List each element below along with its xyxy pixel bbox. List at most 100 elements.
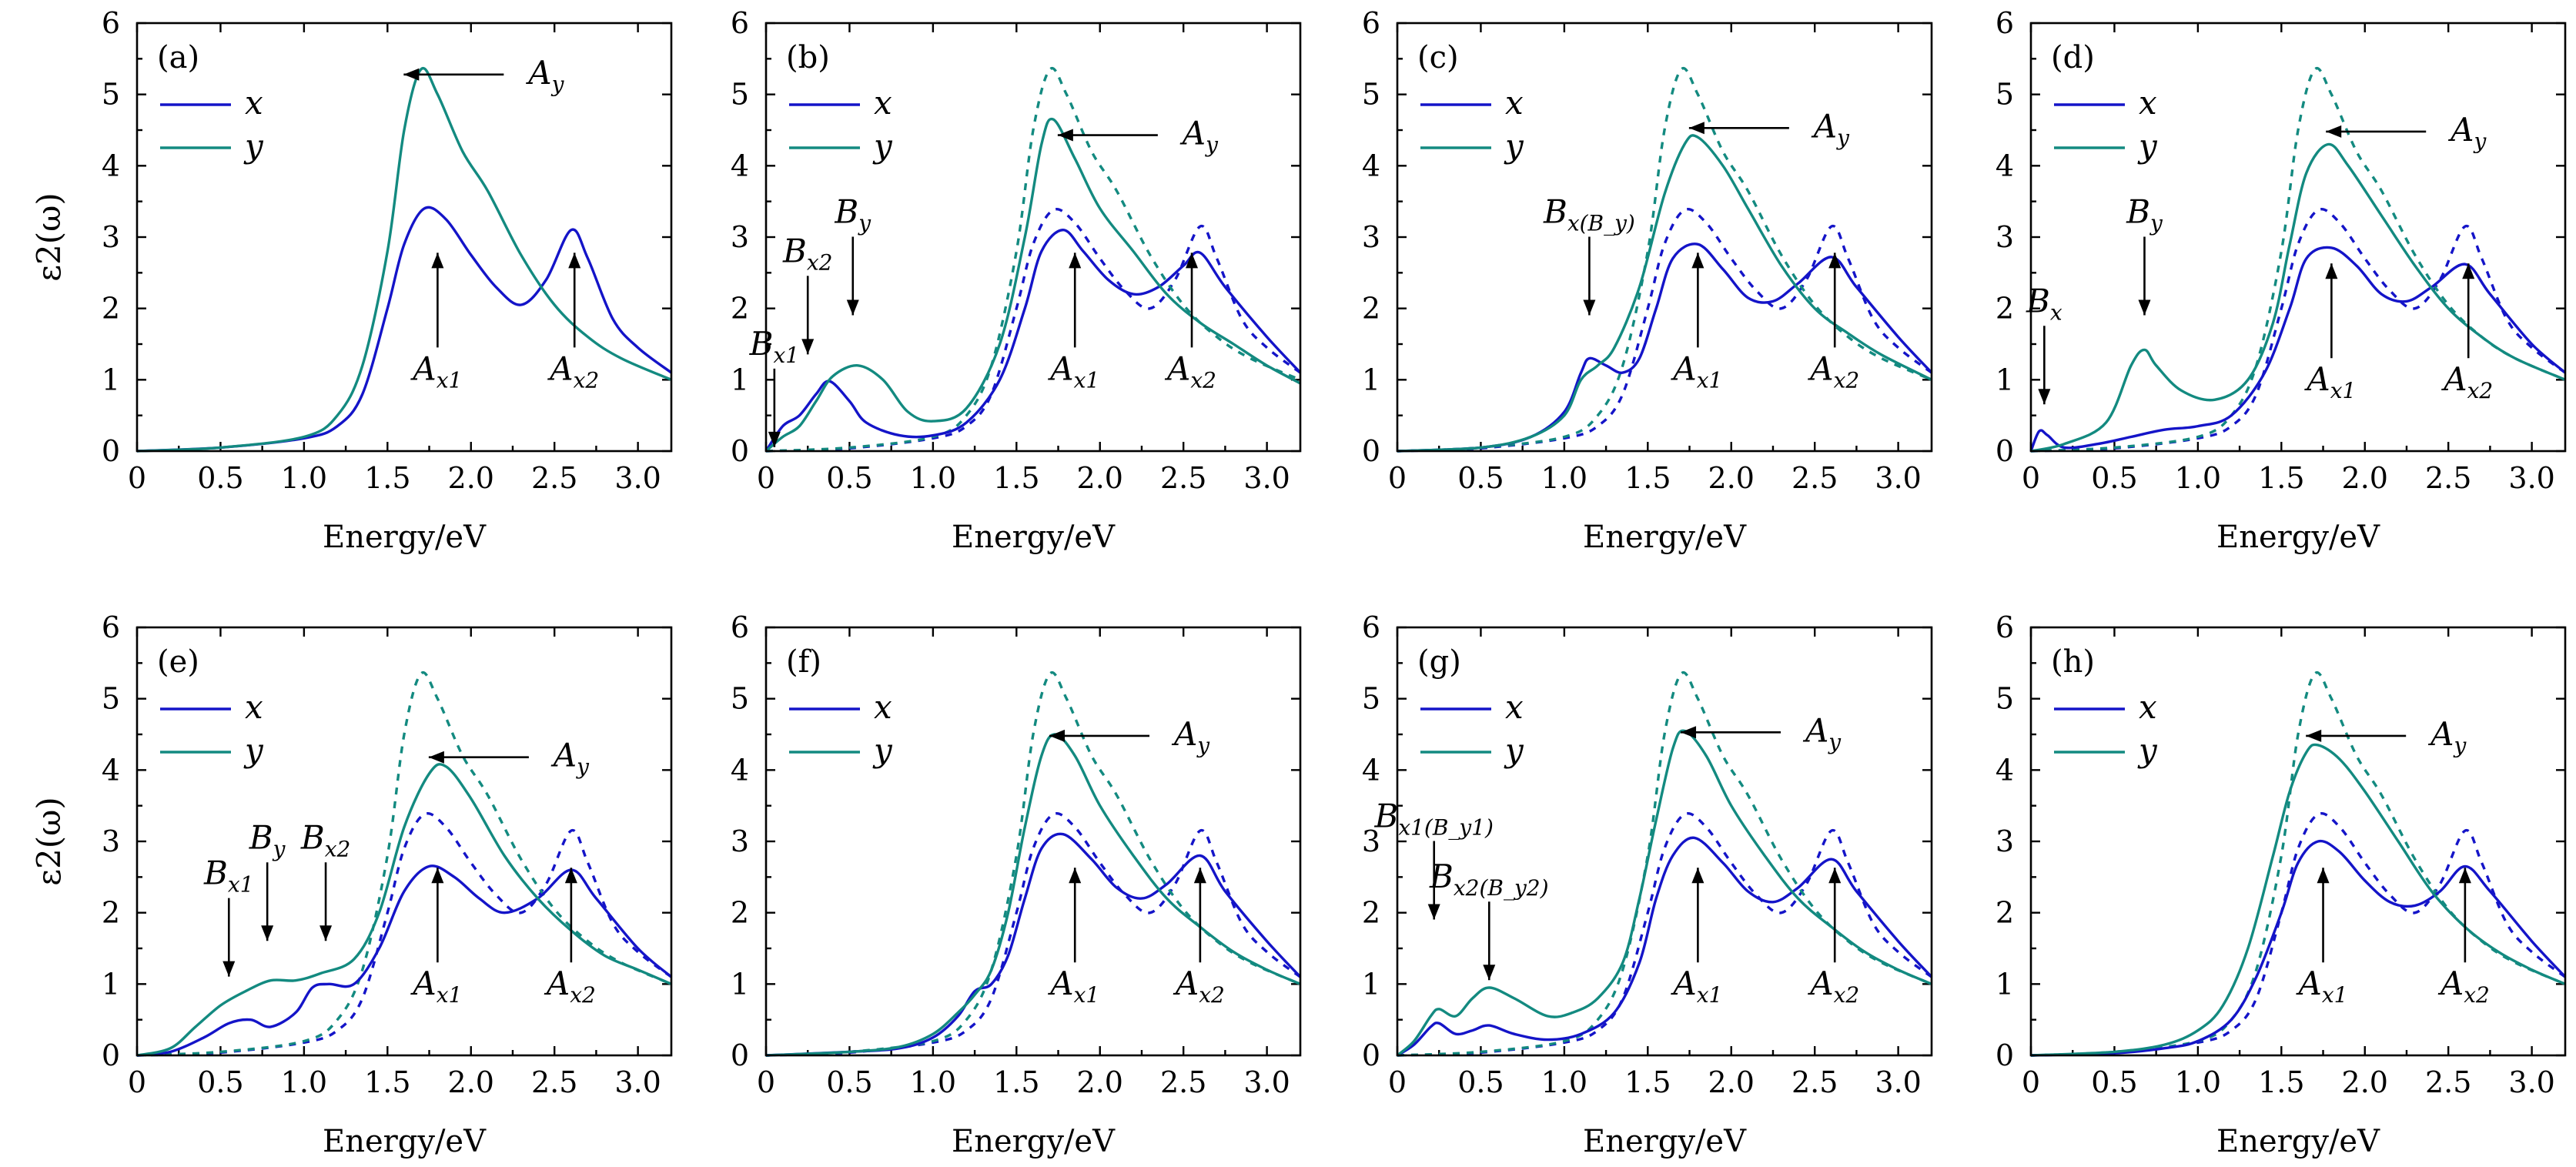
x-tick-label: 3.0 <box>1875 1065 1921 1099</box>
annotation-base: A <box>1173 965 1199 1002</box>
annotation-label: Ax2 <box>2437 965 2490 1008</box>
y-axis-label: ε2(ω) <box>30 192 68 282</box>
series-y-ref-curve <box>1397 66 1932 453</box>
annotation-subscript: x1 <box>437 367 463 393</box>
y-tick-label: 2 <box>731 292 749 326</box>
annotation-subscript: x(B_y) <box>1567 210 1635 236</box>
x-tick-label: 1.5 <box>1624 461 1671 495</box>
annotation-label: Bx1(B_y1) <box>1373 797 1494 840</box>
annotation-base: A <box>1811 107 1837 145</box>
y-tick-label: 6 <box>102 610 120 644</box>
x-axis-label: Energy/eV <box>2216 520 2380 555</box>
y-tick-label: 0 <box>1362 1038 1380 1072</box>
annotation-label: Ax2 <box>1807 349 1859 393</box>
y-tick-label: 1 <box>1362 967 1380 1001</box>
annotation-subscript: x2 <box>574 367 600 393</box>
annotation-Ax2: Ax2 <box>2441 263 2493 403</box>
panel-label: (f) <box>786 644 821 680</box>
annotation-base: B <box>300 818 325 856</box>
annotation-base: A <box>2437 965 2464 1002</box>
annotation-Ay: Ay <box>2326 111 2487 154</box>
y-tick-label: 2 <box>1362 896 1380 930</box>
plot-frame <box>135 626 673 1057</box>
annotation-base: A <box>2427 715 2454 753</box>
annotation-label: Ay <box>550 737 590 780</box>
annotation-base: A <box>1171 715 1197 753</box>
annotation-base: A <box>1179 115 1206 152</box>
y-axis-label: ε2(ω) <box>30 797 68 886</box>
annotation-subscript: x <box>2050 299 2062 325</box>
annotation-arrowhead <box>1186 252 1199 269</box>
annotation-label: Ax2 <box>2441 360 2493 403</box>
x-tick-label: 2.5 <box>1160 461 1206 495</box>
annotation-subscript: x1(B_y1) <box>1398 814 1494 840</box>
annotation-base: A <box>547 349 573 387</box>
annotation-arrowhead <box>1691 252 1705 269</box>
annotation-arrowhead <box>1049 729 1066 742</box>
annotation-base: B <box>1429 858 1454 895</box>
annotation-subscript: x2 <box>807 249 833 275</box>
annotation-subscript: y <box>1204 132 1219 158</box>
series-y-curve <box>2030 142 2566 453</box>
legend-label-y: y <box>243 731 264 769</box>
y-tick-label: 6 <box>731 610 749 644</box>
panel-label: (a) <box>157 40 199 75</box>
annotation-base: B <box>782 232 807 269</box>
annotation-base: B <box>2026 282 2050 319</box>
annotation-subscript: y <box>1196 733 1210 758</box>
panel-label: (h) <box>2051 644 2095 680</box>
x-tick-label: 0.5 <box>826 461 872 495</box>
series-y-curve <box>136 763 672 1057</box>
annotation-base: A <box>2296 965 2322 1002</box>
x-axis-label: Energy/eV <box>952 520 1116 555</box>
y-tick-label: 3 <box>1996 824 2014 858</box>
annotation-base: A <box>544 965 570 1002</box>
annotation-base: A <box>410 349 436 387</box>
annotation-arrowhead <box>1069 868 1082 884</box>
x-tick-label: 3.0 <box>1875 461 1921 495</box>
series-x-ref-curve <box>1397 812 1933 1057</box>
legend-label-x: x <box>245 688 263 726</box>
annotation-Bx1: Bx1 <box>203 854 254 977</box>
x-tick-label: 0 <box>128 461 146 495</box>
y-tick-label: 0 <box>102 1038 120 1072</box>
panel-b: 0 0.5 1.0 1.5 2.0 2.5 3.00123456(b)xyEnergy/eV… <box>731 6 1302 555</box>
y-tick-label: 2 <box>1996 292 2014 326</box>
annotation-base: A <box>2441 360 2467 398</box>
annotation-arrowhead <box>431 252 444 269</box>
x-axis-label: Energy/eV <box>2216 1124 2380 1159</box>
plot-frame <box>1396 22 1933 453</box>
annotation-subscript: x2 <box>1834 982 1860 1008</box>
annotation-Ay: Ay <box>403 54 565 97</box>
y-tick-label: 4 <box>1362 753 1380 787</box>
annotation-label: Bx2 <box>782 232 832 275</box>
x-tick-label: 1.5 <box>2258 1065 2304 1099</box>
annotation-base: A <box>2303 360 2330 398</box>
annotation-arrowhead <box>1688 122 1705 135</box>
x-tick-label: 2.5 <box>1791 461 1838 495</box>
annotation-arrowhead <box>2306 729 2322 742</box>
x-tick-label: 3.0 <box>2508 461 2554 495</box>
annotation-arrowhead <box>2326 125 2342 138</box>
x-axis-label: Energy/eV <box>1583 1124 1747 1159</box>
y-tick-label: 5 <box>102 682 120 716</box>
annotation-subscript: x1 <box>1697 982 1723 1008</box>
annotation-subscript: x2 <box>1190 367 1216 393</box>
annotation-subscript: y <box>1835 125 1850 150</box>
y-tick-label: 0 <box>1996 434 2014 468</box>
y-tick-label: 1 <box>1996 363 2014 396</box>
x-tick-label: 1.0 <box>910 461 956 495</box>
x-tick-label: 2.0 <box>2342 461 2388 495</box>
annotation-Bx2: Bx2 <box>782 232 832 355</box>
annotation-subscript: x1 <box>437 982 463 1008</box>
annotation-base: B <box>834 192 858 230</box>
annotation-label: Ay <box>1802 711 1842 754</box>
series-x-ref-curve <box>765 208 1302 453</box>
x-tick-label: 2.5 <box>2425 461 2471 495</box>
annotation-subscript: y <box>2452 733 2467 758</box>
annotation-base: A <box>1047 965 1073 1002</box>
x-tick-label: 2.0 <box>1077 461 1123 495</box>
annotation-arrowhead <box>801 339 815 355</box>
x-tick-label: 1.0 <box>281 1065 327 1099</box>
